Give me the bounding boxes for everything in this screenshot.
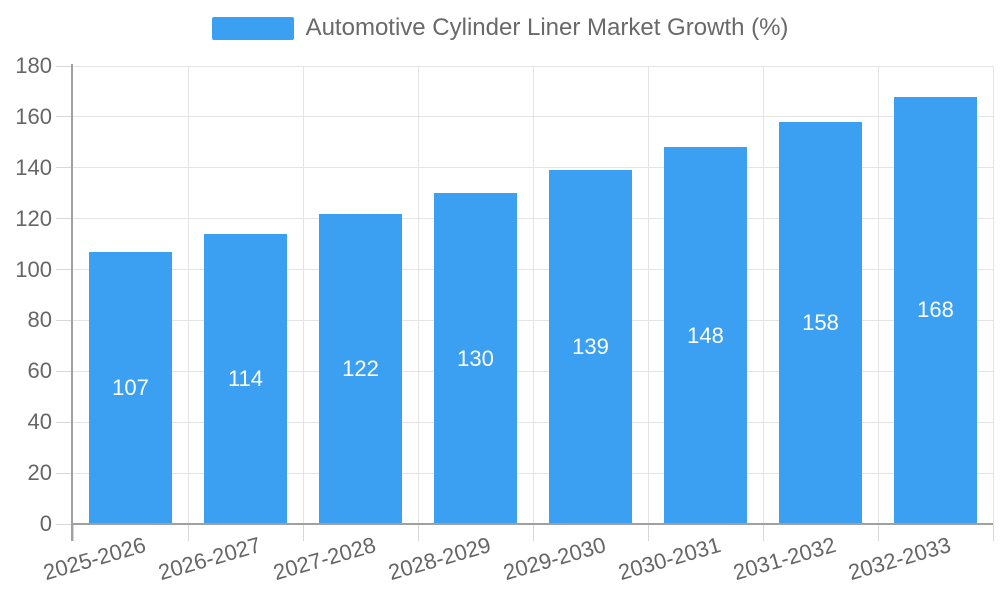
gridline-vertical [877, 66, 879, 524]
y-tick-mark [56, 472, 73, 474]
x-tick-label: 2025-2026 [40, 532, 149, 586]
bar-value-label: 114 [227, 365, 264, 391]
bar[interactable] [779, 121, 862, 524]
gridline-vertical [302, 66, 304, 524]
x-tick-mark [992, 524, 994, 541]
bar[interactable] [549, 170, 632, 524]
bar[interactable] [204, 233, 287, 524]
y-tick-mark [56, 269, 73, 271]
bar[interactable] [664, 147, 747, 524]
legend-label: Automotive Cylinder Liner Market Growth … [305, 14, 789, 41]
x-tick-label: 2031-2032 [730, 532, 839, 586]
bar-value-label: 148 [687, 322, 724, 348]
gridline-vertical [417, 66, 419, 524]
bar-value-label: 130 [457, 345, 494, 371]
bar-value-label: 122 [342, 355, 379, 381]
y-tick-mark [56, 421, 73, 423]
y-tick-label: 20 [27, 460, 52, 486]
bar-value-label: 168 [917, 297, 954, 323]
x-tick-label: 2027-2028 [270, 532, 379, 586]
y-tick-mark [56, 116, 73, 118]
x-tick-label: 2032-2033 [845, 532, 954, 586]
y-tick-label: 0 [39, 511, 52, 536]
y-tick-mark [56, 523, 73, 525]
x-tick-label: 2028-2029 [385, 532, 494, 586]
x-tick-mark [302, 524, 304, 541]
x-tick-mark [762, 524, 764, 541]
gridline-vertical [532, 66, 534, 524]
y-tick-label: 80 [27, 307, 52, 333]
y-tick-mark [56, 218, 73, 220]
x-tick-mark [877, 524, 879, 541]
x-tick-mark [647, 524, 649, 541]
y-tick-label: 60 [27, 358, 52, 384]
bar-value-label: 158 [802, 309, 839, 335]
x-tick-mark [417, 524, 419, 541]
y-tick-label: 40 [27, 409, 52, 435]
y-tick-label: 100 [15, 256, 52, 282]
y-tick-mark [56, 319, 73, 321]
y-tick-mark [56, 65, 73, 67]
y-tick-mark [56, 167, 73, 169]
y-axis-line [71, 64, 73, 541]
x-tick-label: 2030-2031 [615, 532, 724, 586]
y-tick-label: 120 [15, 205, 52, 231]
legend: Automotive Cylinder Liner Market Growth … [0, 14, 1000, 42]
legend-item[interactable]: Automotive Cylinder Liner Market Growth … [211, 14, 789, 42]
y-tick-label: 180 [15, 53, 52, 78]
x-tick-mark [187, 524, 189, 541]
y-tick-mark [56, 370, 73, 372]
bar[interactable] [89, 251, 172, 524]
x-tick-mark [532, 524, 534, 541]
gridline-vertical [647, 66, 649, 524]
x-tick-label: 2026-2027 [155, 532, 264, 586]
x-tick-label: 2029-2030 [500, 532, 609, 586]
x-axis-line [71, 523, 993, 525]
bar[interactable] [894, 96, 977, 524]
bar[interactable] [434, 193, 517, 524]
y-tick-label: 140 [15, 154, 52, 180]
bar[interactable] [319, 213, 402, 524]
gridline-vertical [762, 66, 764, 524]
gridline-vertical [992, 66, 994, 524]
gridline-vertical [187, 66, 189, 524]
legend-swatch [211, 16, 294, 40]
y-tick-label: 160 [15, 103, 52, 129]
bar-value-label: 107 [112, 374, 149, 400]
x-tick-mark [72, 524, 74, 541]
bar-value-label: 139 [572, 334, 609, 360]
